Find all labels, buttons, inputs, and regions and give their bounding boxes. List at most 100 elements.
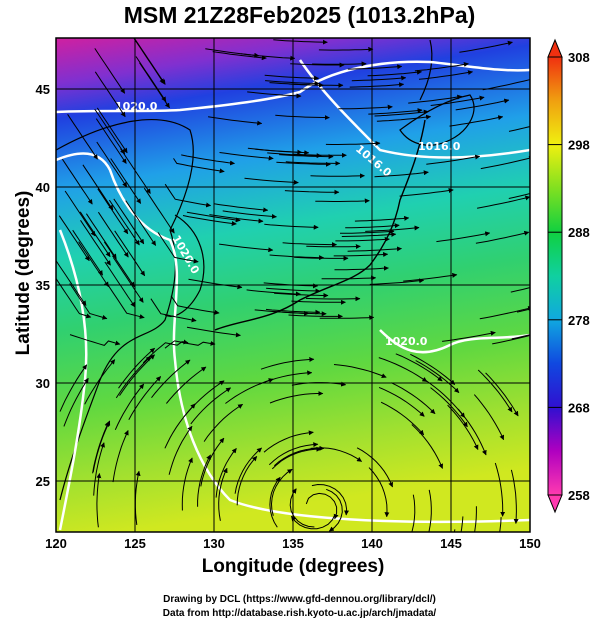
streamline (477, 195, 530, 209)
streamline (78, 241, 109, 288)
streamline (181, 457, 193, 511)
streamline (64, 190, 96, 237)
streamline (284, 189, 340, 195)
streamline (288, 82, 344, 88)
streamline (271, 446, 322, 470)
streamline (214, 203, 269, 213)
colorbar-ticks: 258 268 278 288 298 308 (548, 50, 590, 503)
streamline (399, 188, 454, 197)
streamline (411, 494, 416, 532)
streamline (426, 154, 481, 165)
streamline (265, 80, 320, 86)
streamline (212, 51, 267, 61)
streamline (492, 334, 530, 345)
streamline (56, 278, 92, 319)
streamline (267, 152, 322, 159)
streamline (219, 152, 274, 161)
streamline (203, 403, 244, 442)
streamline (368, 467, 390, 518)
streamline (351, 75, 407, 82)
colorbar-bar (547, 56, 563, 496)
streamline (403, 272, 458, 282)
streamline (455, 98, 510, 111)
streamline (390, 382, 436, 415)
streamline (113, 198, 145, 245)
streamline (143, 187, 175, 234)
coastline-hokkaido (399, 94, 475, 146)
streamline (103, 241, 135, 288)
streamline (368, 108, 423, 115)
streamline (428, 489, 432, 532)
streamline (447, 404, 479, 450)
contour-label: 1020.0 (385, 335, 428, 348)
streamline (170, 295, 220, 315)
x-tick-label: 125 (124, 536, 146, 551)
streamline (110, 158, 142, 204)
streamline (333, 364, 387, 378)
streamline (56, 260, 87, 306)
x-tick-labels: 120 125 130 135 140 145 150 (45, 536, 541, 551)
streamline (190, 387, 232, 425)
x-tick-label: 145 (440, 536, 462, 551)
streamline (312, 61, 367, 67)
data-credit: Data from http://database.rish.kyoto-u.a… (162, 608, 437, 619)
streamline (240, 53, 296, 61)
streamline (294, 255, 349, 261)
streamline (473, 394, 505, 441)
streamline (219, 243, 274, 253)
streamline (263, 430, 314, 453)
streamline (93, 442, 105, 496)
streamline (341, 232, 397, 237)
streamline (276, 161, 331, 167)
x-axis-label: Longitude (degrees) (201, 556, 385, 577)
streamline (168, 425, 193, 475)
streamline (119, 354, 155, 396)
y-axis-label: Latitude (degrees) (13, 190, 34, 356)
coastline-japan (214, 119, 426, 331)
x-tick-label: 135 (282, 536, 304, 551)
coastline-continent (56, 119, 194, 501)
streamline (408, 94, 463, 104)
streamline (197, 454, 211, 507)
streamline (108, 199, 140, 246)
streamline (306, 244, 361, 250)
streamline (95, 118, 127, 164)
colorbar-tick-label: 298 (568, 138, 590, 153)
x-tick-label: 120 (45, 536, 67, 551)
streamline (508, 126, 530, 132)
streamline (61, 158, 93, 205)
streamline (63, 377, 89, 427)
streamline (334, 265, 389, 271)
streamline (479, 306, 530, 320)
streamline (96, 107, 128, 154)
streamline (378, 386, 425, 417)
streamline (274, 292, 329, 298)
streamline (268, 442, 319, 466)
streamline (310, 173, 365, 179)
streamline (80, 220, 111, 266)
streamline (151, 359, 191, 399)
streamline (291, 514, 336, 530)
streamline (84, 359, 116, 405)
streamline (411, 424, 443, 469)
streamline (114, 230, 146, 277)
map-title: MSM 21Z28Feb2025 (1013.2hPa) (123, 2, 476, 28)
contour-label: 1020.0 (115, 100, 158, 113)
streamline (275, 114, 330, 121)
streamline (69, 334, 121, 346)
streamline (378, 357, 428, 383)
streamline (244, 177, 299, 185)
streamline (270, 468, 293, 516)
streamline (482, 79, 530, 91)
streamline (264, 74, 320, 81)
streamline (321, 275, 377, 281)
streamline (150, 298, 197, 323)
streamline (260, 357, 315, 370)
colorbar-tick-label: 258 (568, 488, 590, 503)
streamline (449, 115, 504, 127)
streamline (269, 391, 324, 404)
streamline (173, 158, 225, 174)
coastline-korea (164, 214, 205, 317)
streamline (115, 356, 152, 399)
colorbar-tick-label: 308 (568, 50, 590, 65)
